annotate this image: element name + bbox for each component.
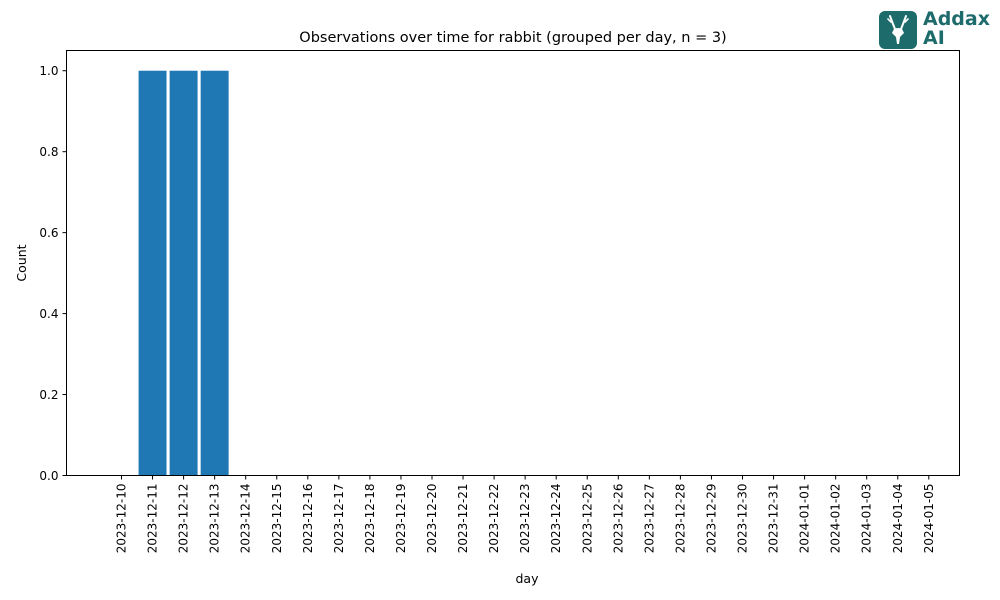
y-ticks-group: 0.0 0.2 0.4 0.6 0.8 1.0 — [39, 64, 67, 483]
y-axis-label: Count — [14, 244, 29, 281]
x-tick-label: 2023-12-29 — [704, 484, 718, 554]
y-tick-label: 0.0 — [39, 469, 58, 483]
y-tick-label: 0.8 — [39, 145, 58, 159]
y-tick-label: 0.4 — [39, 307, 58, 321]
x-tick-label: 2023-12-28 — [673, 484, 687, 554]
x-tick-label: 2023-12-24 — [549, 484, 563, 554]
x-tick-label: 2023-12-27 — [642, 484, 656, 554]
logo-text-line2: AI — [923, 27, 945, 49]
plot-frame — [66, 50, 960, 476]
chart-title: Observations over time for rabbit (group… — [299, 30, 726, 46]
x-tick-label: 2024-01-03 — [860, 484, 874, 554]
x-tick-label: 2024-01-04 — [891, 484, 905, 554]
x-tick-label: 2023-12-25 — [580, 484, 594, 554]
deer-icon — [879, 11, 917, 49]
x-tick-label: 2023-12-13 — [208, 484, 222, 554]
x-tick-label: 2023-12-18 — [363, 484, 377, 554]
x-tick-label: 2023-12-17 — [332, 484, 346, 554]
addax-ai-logo: Addax AI — [878, 10, 993, 52]
x-tick-label: 2024-01-05 — [922, 484, 936, 554]
logo-text-line1: Addax — [923, 8, 990, 30]
x-tick-label: 2023-12-15 — [270, 484, 284, 554]
x-ticks-group: 2023-12-10 2023-12-11 2023-12-12 2023-12-13… — [115, 475, 936, 554]
x-tick-label: 2023-12-26 — [611, 484, 625, 554]
bar-2023-12-13 — [200, 70, 229, 476]
x-tick-label: 2023-12-12 — [177, 484, 191, 554]
x-tick-label: 2023-12-30 — [736, 484, 750, 554]
x-tick-label: 2023-12-23 — [518, 484, 532, 554]
bars-group — [138, 70, 229, 476]
y-tick-label: 0.6 — [39, 226, 58, 240]
x-tick-label: 2023-12-21 — [456, 484, 470, 554]
x-tick-label: 2024-01-02 — [829, 484, 843, 554]
x-tick-label: 2023-12-14 — [239, 484, 253, 554]
x-tick-label: 2023-12-11 — [146, 484, 160, 554]
x-tick-label: 2024-01-01 — [798, 484, 812, 554]
x-tick-label: 2023-12-20 — [425, 484, 439, 554]
x-axis-label: day — [516, 571, 540, 586]
y-tick-label: 1.0 — [39, 64, 58, 78]
x-tick-label: 2023-12-31 — [767, 484, 781, 554]
x-tick-label: 2023-12-19 — [394, 484, 408, 554]
bar-2023-12-11 — [138, 70, 167, 476]
logo-text: Addax AI — [923, 10, 990, 48]
y-tick-label: 0.2 — [39, 388, 58, 402]
bar-2023-12-12 — [169, 70, 198, 476]
x-tick-label: 2023-12-10 — [115, 484, 129, 554]
x-tick-label: 2023-12-16 — [301, 484, 315, 554]
x-tick-label: 2023-12-22 — [487, 484, 501, 554]
